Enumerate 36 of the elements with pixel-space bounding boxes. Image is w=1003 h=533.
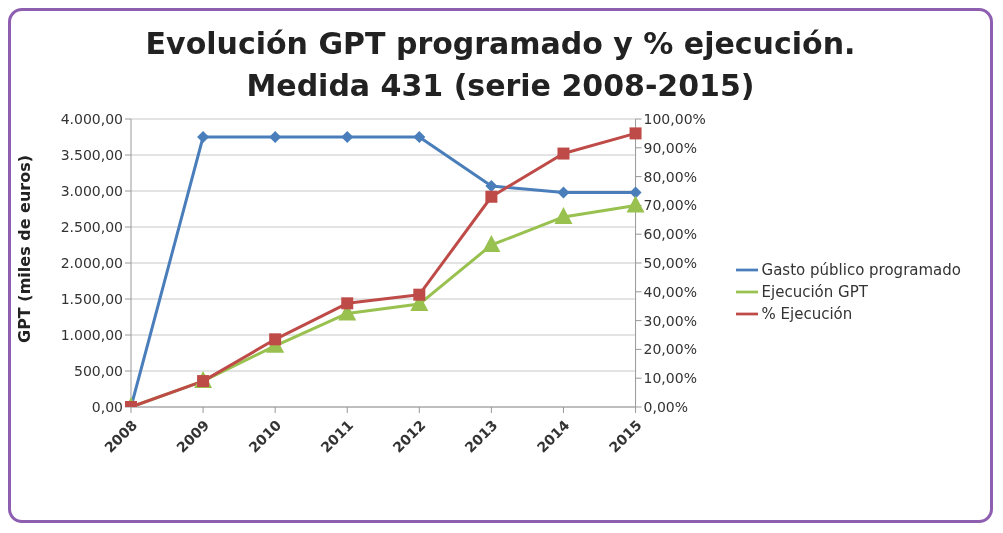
legend-label: % Ejecución — [761, 304, 853, 323]
point — [341, 297, 354, 310]
y-tick-label: 500,00 — [74, 362, 123, 379]
y2-tick-label: 10,00% — [643, 370, 697, 387]
y-tick-label: 2.500,00 — [60, 218, 123, 235]
point — [629, 127, 642, 140]
y2-tick-label: 20,00% — [643, 341, 697, 358]
y2-tick-label: 100,00% — [643, 110, 706, 127]
y-tick-label: 1.000,00 — [60, 326, 123, 343]
y2-tick-label: 50,00% — [643, 254, 697, 271]
y-axis-title: GPT (miles de euros) — [14, 154, 34, 343]
legend-label: Gasto público programado — [761, 260, 961, 279]
y-tick-label: 3.000,00 — [60, 182, 123, 199]
y-tick-label: 2.000,00 — [60, 254, 123, 271]
y2-tick-label: 0,00% — [643, 398, 689, 415]
y2-tick-label: 70,00% — [643, 197, 697, 214]
y2-tick-label: 30,00% — [643, 312, 697, 329]
y-tick-label: 1.500,00 — [60, 290, 123, 307]
y-tick-label: 0,00 — [91, 398, 123, 415]
y2-tick-label: 80,00% — [643, 168, 697, 185]
y2-tick-label: 90,00% — [643, 139, 697, 156]
point — [485, 190, 498, 203]
chart-title: Evolución GPT programado y % ejecución. Medida 431 (serie 2008-2015) — [144, 25, 857, 105]
point — [413, 288, 426, 301]
point — [269, 333, 282, 346]
point — [482, 235, 501, 252]
point — [554, 206, 573, 224]
y-tick-label: 4.000,00 — [60, 110, 123, 127]
point — [485, 179, 498, 192]
point — [413, 131, 426, 143]
point — [557, 147, 570, 160]
y2-tick-label: 40,00% — [643, 283, 697, 300]
y-tick-label: 3.500,00 — [60, 146, 123, 163]
y2-tick-label: 60,00% — [643, 226, 697, 243]
point — [626, 195, 645, 213]
legend-label: Ejecución GPT — [761, 282, 868, 301]
